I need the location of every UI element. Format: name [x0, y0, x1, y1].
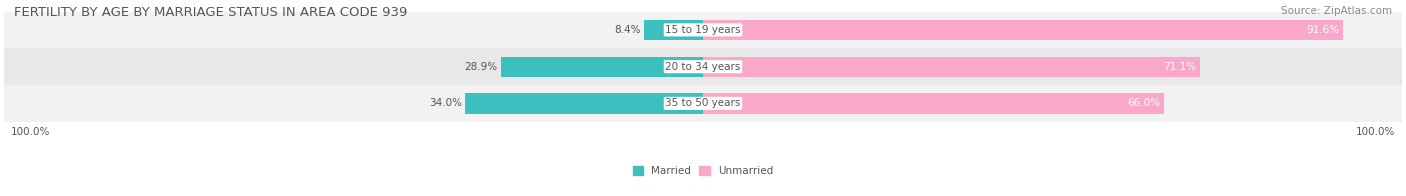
Text: 15 to 19 years: 15 to 19 years: [665, 25, 741, 35]
Bar: [465, 93, 703, 113]
Text: 20 to 34 years: 20 to 34 years: [665, 62, 741, 72]
Bar: [703, 93, 1164, 113]
Bar: [703, 56, 1199, 77]
Bar: [4, 12, 1402, 48]
Text: 35 to 50 years: 35 to 50 years: [665, 98, 741, 108]
Bar: [501, 56, 703, 77]
Text: 8.4%: 8.4%: [614, 25, 641, 35]
Text: 100.0%: 100.0%: [11, 127, 51, 137]
Text: FERTILITY BY AGE BY MARRIAGE STATUS IN AREA CODE 939: FERTILITY BY AGE BY MARRIAGE STATUS IN A…: [14, 6, 408, 19]
Legend: Married, Unmarried: Married, Unmarried: [628, 162, 778, 180]
Text: 71.1%: 71.1%: [1163, 62, 1197, 72]
Bar: [703, 20, 1343, 40]
Bar: [644, 20, 703, 40]
Bar: [4, 48, 1402, 85]
Text: 28.9%: 28.9%: [464, 62, 498, 72]
Text: 100.0%: 100.0%: [1355, 127, 1395, 137]
Text: Source: ZipAtlas.com: Source: ZipAtlas.com: [1281, 6, 1392, 16]
Text: 66.0%: 66.0%: [1128, 98, 1161, 108]
Text: 34.0%: 34.0%: [429, 98, 463, 108]
Text: 91.6%: 91.6%: [1306, 25, 1340, 35]
Bar: [4, 85, 1402, 122]
